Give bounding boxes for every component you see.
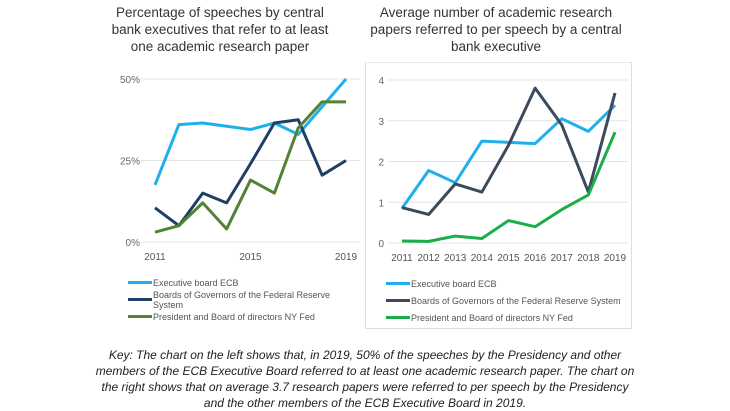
y-tick-label: 50% [120, 75, 140, 86]
legend-label: Executive board ECB [153, 277, 239, 288]
x-tick-label: 2019 [604, 253, 627, 263]
left-chart-title: Percentage of speeches by central bank e… [111, 5, 329, 54]
y-tick-label: 3 [378, 117, 384, 128]
series-line-0 [153, 78, 348, 186]
left-chart-plot: 0% 25% 50% 2011 2015 2019 [120, 75, 360, 262]
legend-item: Boards of Governors of the Federal Reser… [128, 289, 362, 310]
y-tick-label: 4 [378, 76, 384, 87]
legend-label: Executive board ECB [411, 278, 497, 289]
x-tick-label: 2011 [144, 252, 166, 262]
legend-item: Executive board ECB [128, 274, 362, 291]
y-tick-label: 0 [378, 239, 384, 250]
legend-swatch [386, 282, 410, 285]
x-tick-label: 2015 [497, 253, 520, 263]
legend-item: President and Board of directors NY Fed [386, 309, 621, 326]
x-tick-label: 2013 [444, 253, 467, 263]
series-line-2 [154, 100, 346, 234]
legend-swatch [128, 315, 152, 318]
legend-item: Executive board ECB [386, 275, 621, 292]
right-chart-legend: Executive board ECB Boards of Governors o… [386, 275, 621, 326]
legend-label: Boards of Governors of the Federal Reser… [411, 295, 621, 306]
right-chart-plot: 0 1 2 3 4 2011 2012 2013 2014 2015 2016 2017 2018 201… [378, 76, 628, 263]
y-tick-label: 2 [378, 158, 384, 169]
legend-label: President and Board of directors NY Fed [153, 311, 315, 322]
x-tick-label: 2017 [551, 253, 574, 263]
legend-swatch [386, 299, 410, 302]
x-tick-label: 2018 [577, 253, 600, 263]
key-caption: Key: The chart on the left shows that, i… [95, 348, 635, 410]
x-tick-label: 2011 [391, 253, 413, 263]
legend-label: President and Board of directors NY Fed [411, 312, 573, 323]
left-chart: 0% 25% 50% 2011 2015 2019 Executive board ECB… [110, 62, 362, 327]
legend-swatch [128, 281, 152, 284]
series-line-1 [154, 118, 347, 228]
y-tick-label: 1 [378, 198, 384, 209]
right-chart: 0 1 2 3 4 2011 2012 2013 2014 2015 2016 2017 2018 201… [365, 62, 632, 329]
x-tick-label: 2014 [471, 253, 494, 263]
right-chart-title: Average number of academic research pape… [370, 5, 622, 54]
series-line-1 [401, 86, 617, 216]
legend-item: President and Board of directors NY Fed [128, 308, 362, 325]
y-tick-label: 0% [126, 238, 141, 249]
series-line-2 [401, 131, 617, 243]
x-tick-label: 2012 [418, 253, 441, 263]
legend-label: Boards of Governors of the Federal Reser… [152, 289, 331, 310]
x-tick-label: 2015 [239, 252, 262, 262]
left-chart-legend: Executive board ECB Boards of Governors o… [128, 274, 362, 325]
y-tick-label: 25% [120, 157, 140, 168]
legend-swatch [386, 316, 410, 319]
x-tick-label: 2016 [524, 253, 547, 263]
x-tick-label: 2019 [335, 252, 358, 262]
legend-item: Boards of Governors of the Federal Reser… [386, 292, 621, 309]
legend-swatch [128, 298, 152, 301]
